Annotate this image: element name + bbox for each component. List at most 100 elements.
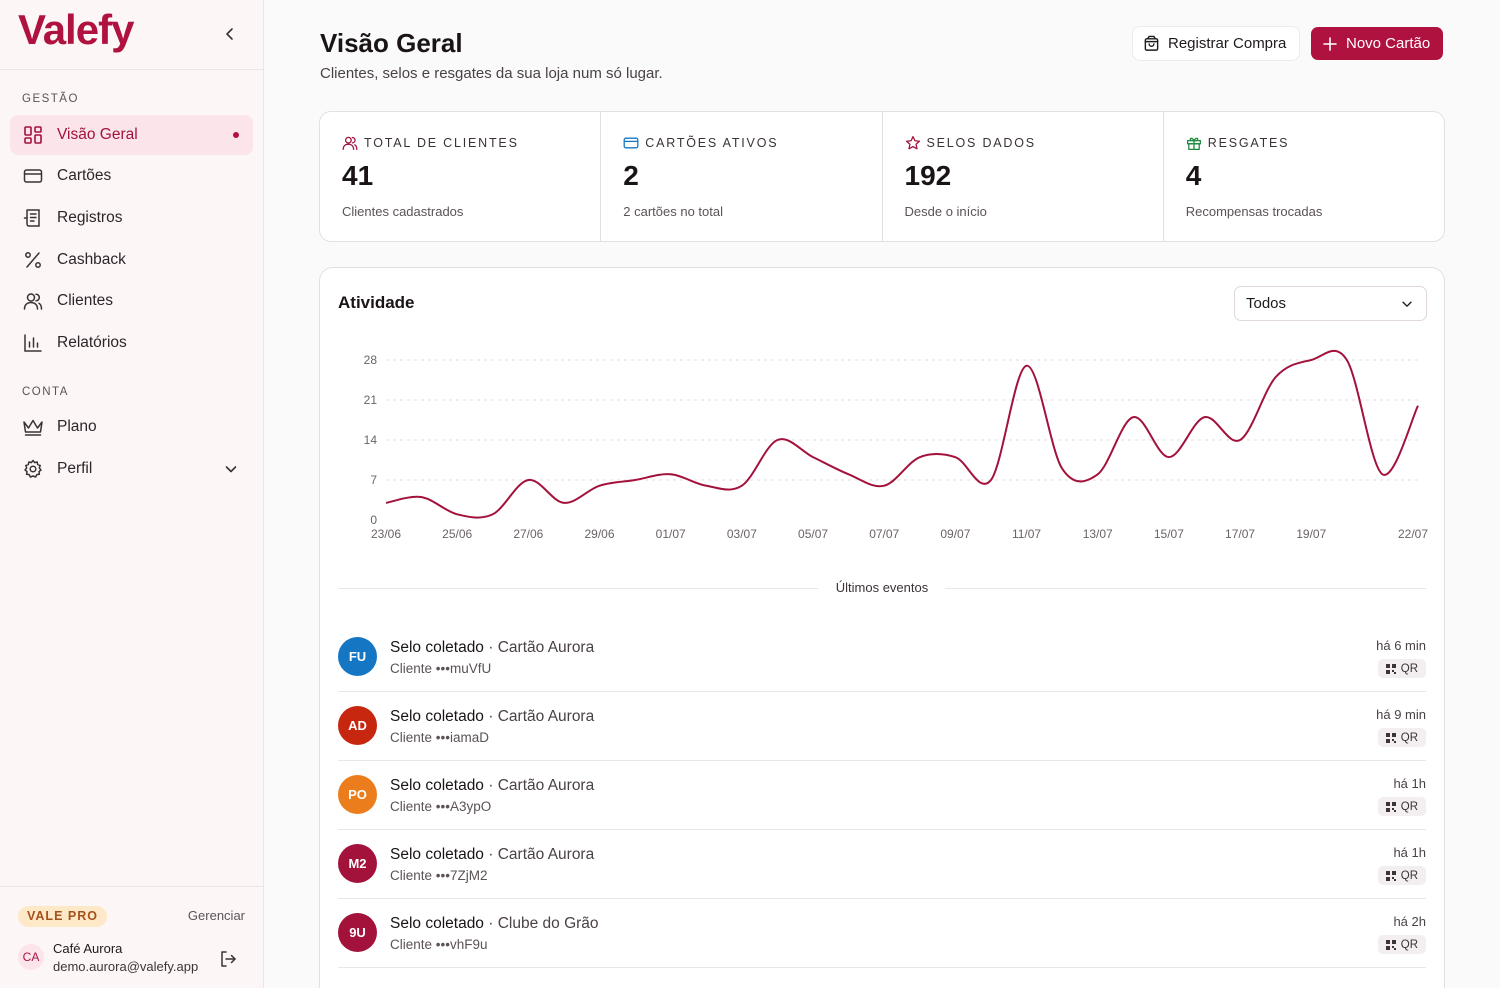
activity-panel: Atividade Todos 0 7 14 21 28 23/06 25/06 27/06 2… [319,267,1445,988]
event-method: QR [1400,800,1418,813]
data-point[interactable] [881,483,887,489]
data-point[interactable] [1201,414,1207,420]
page-title: Visão Geral [320,28,463,58]
logout-icon[interactable] [218,949,238,969]
avatar: 9U [338,913,377,952]
stat-label: TOTAL DE CLIENTES [364,136,519,150]
data-point[interactable] [774,437,780,443]
sidebar-item-clientes[interactable]: Clientes [10,281,253,321]
data-point[interactable] [1237,437,1243,443]
event-method-badge: QR [1377,728,1426,747]
event-row[interactable]: AD Selo coletado · Cartão Aurora Cliente •… [338,692,1426,761]
gear-icon [22,458,44,480]
event-card-name: Clube do Grão [497,915,599,932]
data-point[interactable] [1379,471,1385,477]
event-separator: · [483,846,498,863]
qr-code-icon [1385,870,1396,881]
data-point[interactable] [1130,414,1136,420]
user-name: Café Aurora [53,941,123,956]
data-point[interactable] [561,500,567,506]
sidebar-item-plano[interactable]: Plano [10,407,253,447]
events-divider: Últimos eventos [338,578,1426,598]
qr-code-icon [1385,939,1396,950]
plus-icon [1323,36,1337,51]
data-point[interactable] [739,483,745,489]
sidebar-item-perfil[interactable]: Perfil [10,449,253,489]
event-client: Cliente •••7ZjM2 [390,868,488,883]
event-time: há 2h [1393,914,1426,929]
data-point[interactable] [597,483,603,489]
event-client: Cliente •••muVfU [390,661,492,676]
sidebar-item-label: Cashback [57,251,126,268]
brand-logo[interactable]: Valefy [18,6,134,53]
x-tick-label: 22/07 [1398,527,1428,541]
event-row[interactable]: PO Selo coletado · Cartão Aurora Cliente •… [338,761,1426,830]
data-point[interactable] [1415,403,1421,409]
avatar[interactable]: CA [18,944,44,970]
sidebar-item-cartoes[interactable]: Cartões [10,156,253,196]
data-point[interactable] [1344,357,1350,363]
data-point[interactable] [810,454,816,460]
avatar: AD [338,706,377,745]
sidebar-item-relatorios[interactable]: Relatórios [10,323,253,363]
events-divider-label: Últimos eventos [835,580,929,595]
data-point[interactable] [703,483,709,489]
stat-value: 41 [342,160,374,191]
sidebar-item-label: Plano [57,418,97,435]
x-tick-label: 23/06 [371,527,401,541]
event-row[interactable]: 9U Selo coletado · Clube do Grão Cliente •… [338,899,1426,968]
data-point[interactable] [525,477,531,483]
data-point[interactable] [383,500,389,506]
qr-code-icon [1385,801,1396,812]
activity-line-chart: 0 7 14 21 28 23/06 25/06 27/06 29/06 01/07 03/07 05… [364,349,1428,541]
chevron-down-icon [1402,301,1412,307]
stat-cartoes-ativos: CARTÕES ATIVOS 2 2 cartões no total [601,112,883,241]
event-title: Selo coletado [390,639,484,656]
new-card-button[interactable]: Novo Cartão [1311,27,1443,60]
data-point[interactable] [1273,374,1279,380]
data-point[interactable] [952,454,958,460]
data-point[interactable] [1095,471,1101,477]
event-title-line: Selo coletado · Cartão Aurora [390,846,594,864]
data-point[interactable] [1024,363,1030,369]
activity-title: Atividade [338,293,415,312]
event-separator: · [483,915,498,932]
data-point[interactable] [419,494,425,500]
y-tick-label: 7 [370,473,377,487]
data-point[interactable] [988,477,994,483]
activity-filter-select[interactable]: Todos [1234,286,1427,321]
stat-resgates: RESGATES 4 Recompensas trocadas [1164,112,1444,241]
event-row[interactable]: FU Selo coletado · Cartão Aurora Cliente •… [338,623,1426,692]
data-point[interactable] [668,471,674,477]
sidebar-item-registros[interactable]: Registros [10,198,253,238]
data-point[interactable] [454,511,460,517]
sidebar-item-cashback[interactable]: Cashback [10,240,253,280]
percent-icon [22,249,44,271]
event-method-badge: QR [1377,935,1426,954]
data-point[interactable] [632,477,638,483]
data-point[interactable] [1059,466,1065,472]
stat-label: SELOS DADOS [926,136,1036,150]
data-point[interactable] [917,454,923,460]
event-client: Cliente •••A3ypO [390,799,492,814]
series-line [385,349,1419,519]
sidebar-item-visao-geral[interactable]: Visão Geral [10,115,253,155]
data-point[interactable] [490,511,496,517]
stat-note: Desde o início [904,204,987,219]
active-dot [233,132,239,138]
data-point[interactable] [846,471,852,477]
data-point[interactable] [1308,357,1314,363]
manage-plan-link[interactable]: Gerenciar [187,908,245,923]
event-title-line: Selo coletado · Cartão Aurora [390,777,594,795]
qr-code-icon [1385,732,1396,743]
data-point[interactable] [1166,454,1172,460]
chevron-left-icon[interactable] [220,24,240,44]
chevron-down-icon [225,466,237,473]
sidebar-footer: VALE PRO Gerenciar CA Café Aurora demo.a… [0,886,263,988]
register-purchase-button[interactable]: Registrar Compra [1133,27,1299,60]
star-icon [905,135,920,150]
event-client: Cliente •••vhF9u [390,937,488,952]
event-row[interactable]: M2 Selo coletado · Cartão Aurora Cliente •… [338,830,1426,899]
x-tick-label: 07/07 [869,527,899,541]
crown-icon [22,416,44,438]
